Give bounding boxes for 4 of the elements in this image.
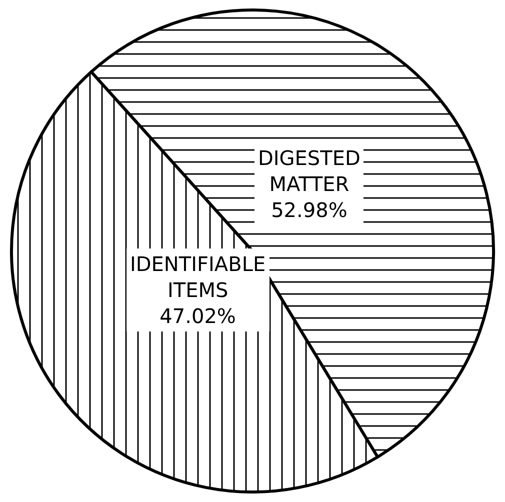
data-label: 52.98% [271,198,348,222]
slice-label: IDENTIFIABLE ITEMS [130,252,266,302]
data-label: 47.02% [160,304,236,328]
slice-label: DIGESTED MATTER [258,146,360,196]
